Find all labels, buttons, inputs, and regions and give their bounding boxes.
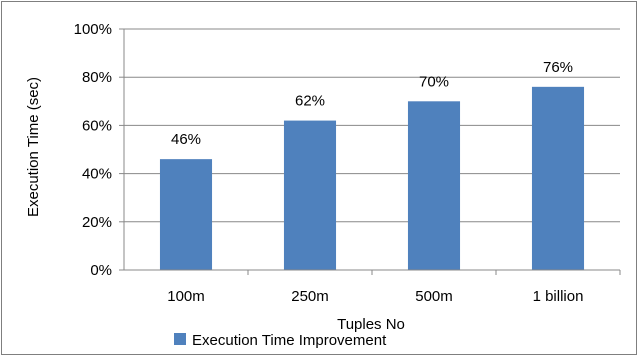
x-tick-label: 100m <box>167 288 205 305</box>
data-label: 76% <box>543 59 573 76</box>
data-label: 70% <box>419 73 449 90</box>
bar <box>159 159 213 270</box>
x-tick-label: 250m <box>291 288 329 305</box>
bars <box>159 86 585 270</box>
data-label: 46% <box>171 131 201 148</box>
legend-swatch <box>174 333 186 345</box>
x-tick-label: 500m <box>415 288 453 305</box>
axes <box>119 29 620 271</box>
y-tick-label: 20% <box>82 214 112 231</box>
y-tick-label: 80% <box>82 69 112 86</box>
x-axis-title: Tuples No <box>337 316 405 333</box>
x-tick-label: 1 billion <box>533 288 584 305</box>
data-label: 62% <box>295 93 325 110</box>
y-tick-label: 60% <box>82 117 112 134</box>
y-tick-labels: 0% 20% 40% 60% 80% 100% <box>74 21 124 279</box>
legend: Execution Time Improvement <box>174 332 387 349</box>
data-labels: 46% 62% 70% 76% <box>171 59 573 148</box>
bar <box>407 101 461 270</box>
y-tick-label: 40% <box>82 166 112 183</box>
y-axis-title: Execution Time (sec) <box>25 77 42 217</box>
x-tick-labels: 100m 250m 500m 1 billion <box>167 270 621 305</box>
y-tick-label: 0% <box>90 262 112 279</box>
bar <box>283 120 337 270</box>
legend-entry: Execution Time Improvement <box>192 332 387 349</box>
y-tick-label: 100% <box>74 21 112 38</box>
bar <box>531 86 585 270</box>
